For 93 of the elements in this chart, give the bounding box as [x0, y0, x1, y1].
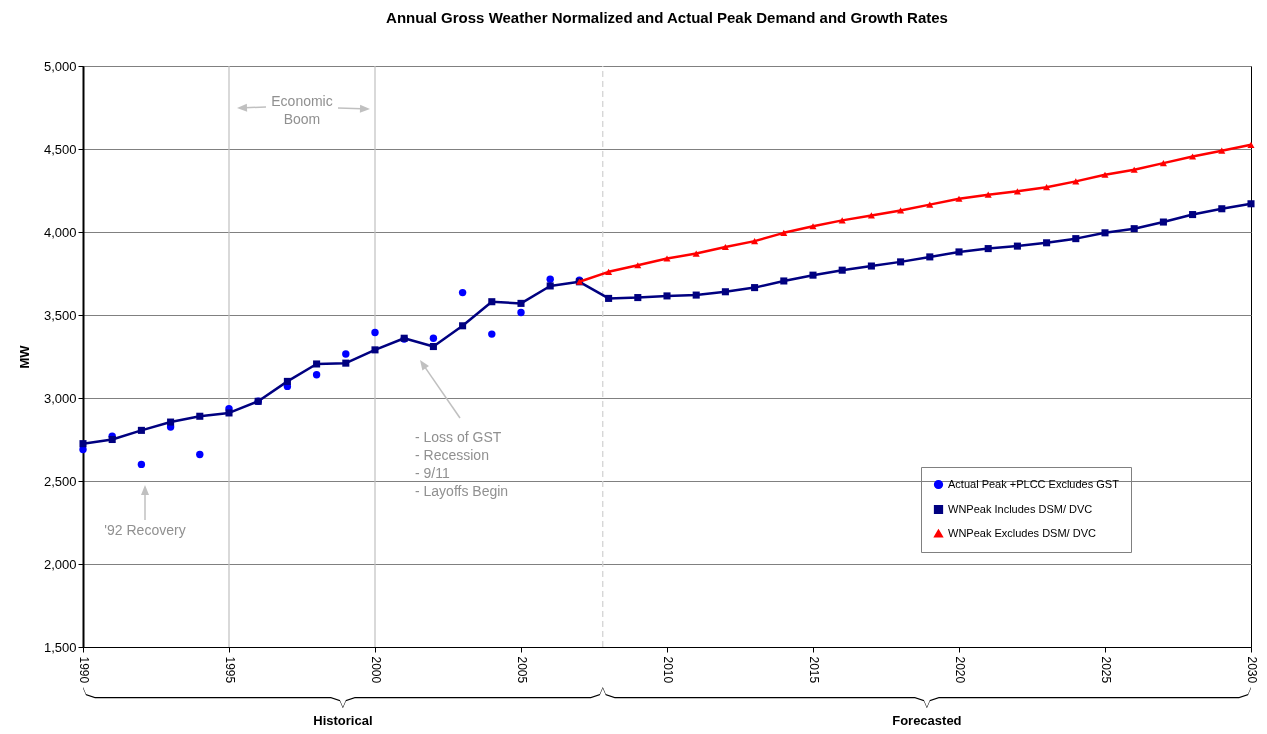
- point: [955, 195, 963, 202]
- point: [634, 294, 642, 302]
- legend-label: WNPeak Excludes DSM/ DVC: [948, 526, 1096, 539]
- x-tick-label: 1990: [76, 656, 91, 684]
- annotation: - Loss of GST - Recession - 9/11 - Layoffs Begin: [415, 429, 509, 499]
- point: [751, 284, 759, 292]
- point: [926, 253, 934, 261]
- point: [108, 435, 116, 444]
- point: [926, 201, 934, 208]
- text: Forecasted: [892, 713, 962, 728]
- point: [1189, 211, 1197, 219]
- y-tick-label: 2,000: [43, 556, 77, 572]
- point: [1130, 225, 1138, 233]
- point: [429, 343, 437, 351]
- point: [1043, 239, 1051, 247]
- point: [1218, 205, 1226, 213]
- point: [313, 360, 321, 368]
- point: [137, 460, 146, 469]
- point: [838, 266, 846, 274]
- x-tick-label: 2025: [1098, 656, 1113, 684]
- point: [1043, 184, 1051, 191]
- point: [546, 275, 554, 284]
- chart-title: Annual Gross Weather Normalized and Actual Peak Demand and Growth Rates: [386, 9, 948, 26]
- x-tick-label: 1995: [222, 656, 237, 684]
- point: [517, 299, 525, 307]
- point: [692, 291, 700, 299]
- point: [196, 450, 204, 459]
- point: [751, 238, 759, 245]
- point: [663, 292, 671, 300]
- point: [809, 223, 817, 230]
- point: [488, 298, 496, 306]
- point: [1218, 147, 1226, 154]
- point: [721, 243, 729, 250]
- point: [225, 409, 233, 417]
- point: [1189, 153, 1197, 160]
- point: [1159, 218, 1167, 226]
- point: [955, 248, 963, 256]
- x-tick-label: 2020: [952, 656, 967, 684]
- y-tick-label: 3,000: [43, 390, 77, 406]
- x-tick-label: 2005: [514, 656, 529, 684]
- point: [1247, 200, 1255, 208]
- y-tick-label: 5,000: [43, 58, 77, 74]
- point: [79, 440, 87, 448]
- y-axis-title: MW: [16, 344, 32, 369]
- point: [546, 282, 554, 290]
- point: [1101, 229, 1109, 237]
- point: [897, 258, 905, 266]
- legend-label: Actual Peak +PLCC Excludes GST: [948, 477, 1120, 490]
- x-tick-label: 2030: [1244, 656, 1259, 684]
- point: [1159, 160, 1167, 167]
- point: [780, 229, 788, 236]
- point: [984, 191, 992, 198]
- point: [1130, 166, 1138, 173]
- x-tick-label: 2010: [660, 656, 675, 684]
- point: [517, 308, 525, 317]
- point: [605, 268, 613, 275]
- point: [196, 412, 204, 420]
- x-tick-label: 2015: [806, 656, 821, 684]
- point: [488, 330, 496, 338]
- annotation: '92 Recovery: [104, 522, 186, 538]
- point: [342, 350, 350, 358]
- text: Historical: [313, 713, 373, 728]
- point: [459, 322, 467, 330]
- y-tick-label: 3,500: [43, 307, 77, 323]
- point: [1101, 171, 1109, 178]
- y-tick-label: 1,500: [43, 639, 77, 655]
- annotation: Economic Boom: [271, 93, 333, 127]
- point: [312, 371, 321, 379]
- point: [663, 255, 671, 262]
- point: [167, 418, 175, 426]
- point: [1013, 242, 1021, 250]
- point: [634, 262, 642, 269]
- point: [809, 271, 817, 279]
- point: [458, 288, 467, 297]
- point: [867, 262, 875, 270]
- y-tick-label: 4,000: [43, 224, 77, 240]
- y-tick-label: 4,500: [43, 141, 77, 157]
- point: [692, 250, 700, 257]
- point: [137, 426, 145, 434]
- point: [780, 277, 788, 285]
- point: [1072, 235, 1080, 243]
- point: [371, 328, 379, 337]
- point: [721, 288, 729, 296]
- point: [371, 346, 379, 354]
- legend-label: WNPeak Includes DSM/ DVC: [948, 502, 1093, 515]
- point: [342, 359, 350, 367]
- y-tick-label: 2,500: [43, 473, 77, 489]
- x-tick-label: 2000: [368, 656, 383, 684]
- point: [283, 377, 291, 385]
- point: [429, 334, 438, 342]
- point: [605, 294, 613, 302]
- point: [984, 245, 992, 253]
- point: [1247, 141, 1255, 148]
